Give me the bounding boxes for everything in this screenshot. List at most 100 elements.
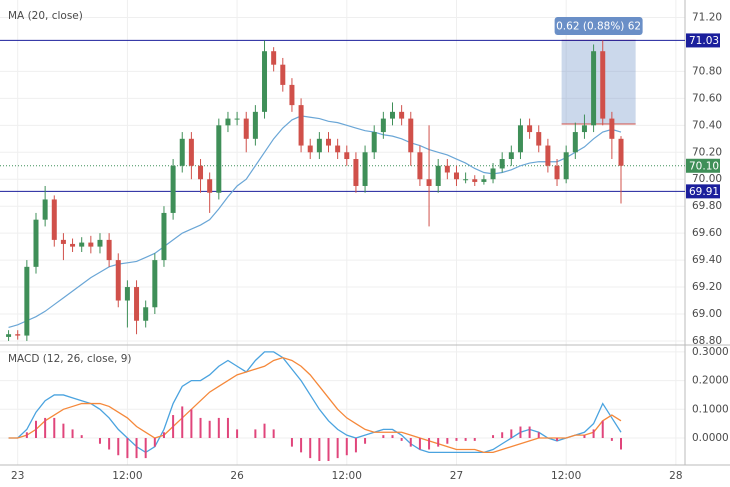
candle-body <box>408 118 414 153</box>
x-tick-label: 12:00 <box>332 470 362 482</box>
candle-body <box>362 152 368 186</box>
y-tick-label: 68.80 <box>692 335 722 347</box>
price-label-box <box>686 33 720 48</box>
candle-body <box>88 242 94 247</box>
candle-body <box>60 239 66 244</box>
candle-body <box>353 159 359 186</box>
candle-body <box>326 138 332 146</box>
y-tick-label: 0.1000 <box>692 403 729 415</box>
candle-body <box>591 51 597 126</box>
candle-body <box>572 132 578 153</box>
candle-body <box>161 212 167 261</box>
y-tick-label: 70.40 <box>692 119 722 131</box>
x-tick-label: 23 <box>11 470 24 482</box>
x-tick-label: 12:00 <box>112 470 142 482</box>
candle-body <box>106 239 112 261</box>
candle-body <box>527 125 533 133</box>
x-tick-label: 26 <box>230 470 244 482</box>
candle-body <box>463 179 469 181</box>
candle-body <box>380 118 386 133</box>
candle-body <box>298 105 304 146</box>
candle-body <box>198 165 204 180</box>
pane-title: MACD (12, 26, close, 9) <box>8 353 131 365</box>
candle-body <box>42 199 48 220</box>
macd-line <box>8 356 622 454</box>
candle-body <box>435 165 441 186</box>
candle-body <box>344 152 350 160</box>
candle-body <box>335 145 341 153</box>
candle-body <box>508 152 514 160</box>
candle-body <box>79 242 85 247</box>
price-label-box <box>686 158 720 173</box>
candle-body <box>389 111 395 119</box>
price-label-box <box>686 184 720 199</box>
y-tick-label: 69.60 <box>692 227 722 239</box>
x-tick-label: 28 <box>669 470 682 482</box>
candle-body <box>316 138 322 153</box>
candle-body <box>490 168 496 180</box>
candle-body <box>417 152 423 180</box>
candle-body <box>15 334 21 336</box>
y-tick-label: 70.60 <box>692 92 722 104</box>
candle-body <box>152 260 158 308</box>
candle-body <box>271 51 277 65</box>
candle-body <box>472 179 478 182</box>
candle-body <box>97 239 103 247</box>
candle-body <box>170 165 176 213</box>
y-tick-label: 0.2000 <box>692 375 729 387</box>
candle-body <box>536 132 542 146</box>
y-tick-label: 70.80 <box>692 65 722 77</box>
candle-body <box>179 138 185 166</box>
price-label: 71.03 <box>689 35 719 47</box>
candle-body <box>225 118 231 126</box>
candle-body <box>618 138 624 166</box>
candle-body <box>371 132 377 153</box>
candle-body <box>207 179 213 193</box>
y-tick-label: 70.00 <box>692 173 722 185</box>
candle-body <box>134 287 140 321</box>
measure-label: 0.62 (0.88%) 62 <box>556 21 641 33</box>
y-tick-label: 69.00 <box>692 308 722 320</box>
candle-body <box>444 165 450 173</box>
candle-body <box>307 145 313 153</box>
candle-body <box>517 125 523 153</box>
candle-body <box>234 118 240 120</box>
y-tick-label: 69.40 <box>692 254 722 266</box>
candle-body <box>252 111 258 139</box>
macd-line <box>8 351 622 454</box>
candle-body <box>115 260 121 301</box>
price-label: 69.91 <box>689 186 719 198</box>
candle-body <box>124 287 130 301</box>
candle-body <box>545 145 551 166</box>
candle-body <box>243 118 249 139</box>
candle-body <box>581 125 587 133</box>
y-tick-label: 0.3000 <box>692 346 729 358</box>
candle-body <box>609 118 615 139</box>
candle-body <box>280 64 286 85</box>
y-tick-label: 71.20 <box>692 12 722 24</box>
candle-body <box>554 165 560 180</box>
ma-line <box>8 115 622 329</box>
candle-body <box>51 199 57 240</box>
y-tick-label: 69.20 <box>692 281 722 293</box>
candle-body <box>33 219 39 267</box>
candle-body <box>289 84 295 106</box>
measure-label-box <box>554 17 643 35</box>
x-tick-label: 27 <box>450 470 463 482</box>
y-tick-label: 69.80 <box>692 200 722 212</box>
x-tick-label: 12:00 <box>551 470 581 482</box>
candle-body <box>6 334 12 337</box>
candle-body <box>70 243 76 247</box>
candle-body <box>399 111 405 119</box>
candle-body <box>453 172 459 180</box>
candle-body <box>143 307 149 321</box>
candle-body <box>216 125 222 193</box>
candle-body <box>426 179 432 186</box>
legend-label: MA (20, close) <box>8 10 83 22</box>
candle-body <box>188 138 194 166</box>
candle-body <box>481 179 487 182</box>
price-label: 70.10 <box>689 160 719 172</box>
measure-box <box>561 40 636 124</box>
